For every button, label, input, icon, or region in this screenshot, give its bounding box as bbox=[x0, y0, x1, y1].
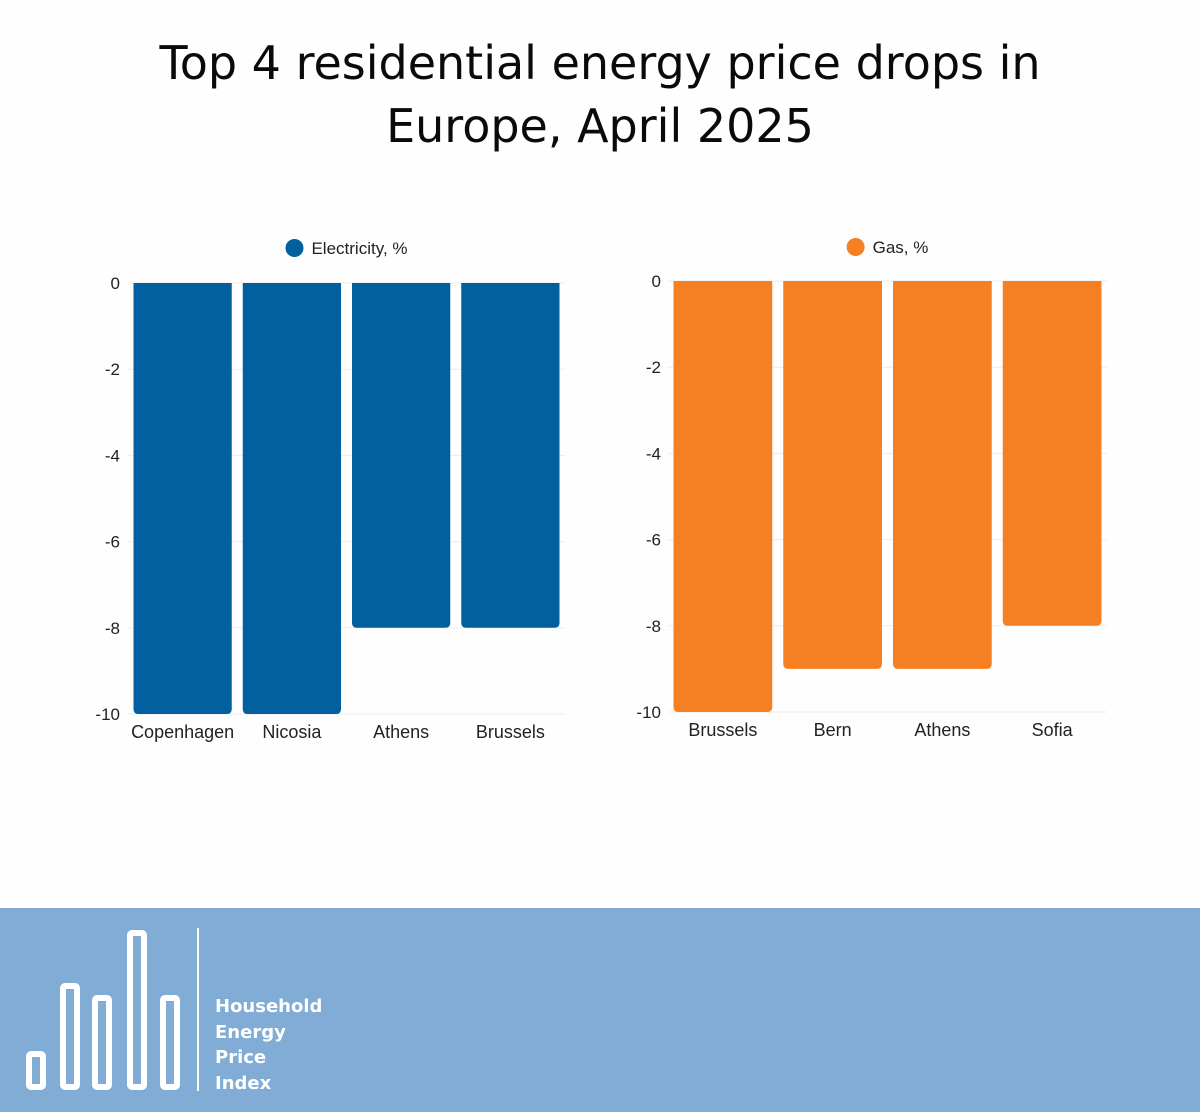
x-tick-label-0-2: Athens bbox=[373, 722, 429, 742]
legend-label-1: Gas, % bbox=[873, 238, 929, 257]
bar-1-1 bbox=[783, 281, 882, 669]
chart-title-line-1: Top 4 residential energy price drops in bbox=[159, 36, 1041, 90]
x-tick-label-1-2: Athens bbox=[914, 720, 970, 740]
chart-title-line-2: Europe, April 2025 bbox=[386, 99, 814, 153]
x-tick-label-1-0: Brussels bbox=[688, 720, 757, 740]
y-tick-label-0-4: -8 bbox=[105, 619, 120, 638]
y-tick-label-0-3: -6 bbox=[105, 533, 120, 552]
bar-0-0 bbox=[133, 283, 232, 714]
logo-bars-icon bbox=[26, 928, 199, 1091]
logo-wordmark: Household Energy Price Index bbox=[215, 994, 322, 1096]
y-tick-label-0-2: -4 bbox=[105, 446, 120, 465]
bar-1-3 bbox=[1002, 281, 1102, 626]
bar-0-1 bbox=[242, 283, 341, 714]
bar-1-0 bbox=[673, 281, 773, 712]
logo-line-price: Price bbox=[215, 1047, 267, 1068]
charts-area: 0 -2 -4 -6 -8 -10 Copenhagen Nicosia Athens Bruss… bbox=[95, 238, 1107, 742]
logo-line-household: Household bbox=[215, 996, 323, 1017]
y-tick-label-1-2: -4 bbox=[646, 444, 661, 463]
y-tick-label-0-0: 0 bbox=[111, 274, 120, 293]
x-tick-label-1-3: Sofia bbox=[1032, 720, 1074, 740]
y-tick-label-1-5: -10 bbox=[636, 703, 661, 722]
x-tick-label-0-3: Brussels bbox=[476, 722, 545, 742]
legend-label-0: Electricity, % bbox=[311, 239, 407, 258]
y-tick-label-0-5: -10 bbox=[95, 705, 120, 724]
chart-title: Top 4 residential energy price drops in … bbox=[100, 32, 1100, 158]
x-tick-label-0-0: Copenhagen bbox=[131, 722, 234, 742]
footer-banner: Household Energy Price Index bbox=[0, 908, 1200, 1112]
bar-1-2 bbox=[893, 281, 992, 669]
y-tick-label-1-1: -2 bbox=[646, 358, 661, 377]
y-tick-label-0-1: -2 bbox=[105, 360, 120, 379]
logo-line-energy: Energy bbox=[215, 1021, 286, 1043]
logo-line-index: Index bbox=[215, 1072, 272, 1094]
y-tick-label-1-0: 0 bbox=[652, 272, 661, 291]
y-tick-label-1-4: -8 bbox=[646, 617, 661, 636]
bar-0-2 bbox=[352, 283, 451, 628]
x-tick-label-1-1: Bern bbox=[814, 720, 852, 740]
bar-0-3 bbox=[461, 283, 560, 628]
x-tick-label-0-1: Nicosia bbox=[262, 722, 322, 742]
legend-marker-0 bbox=[285, 239, 304, 257]
y-tick-label-1-3: -6 bbox=[646, 531, 661, 550]
legend-marker-1 bbox=[846, 238, 865, 256]
